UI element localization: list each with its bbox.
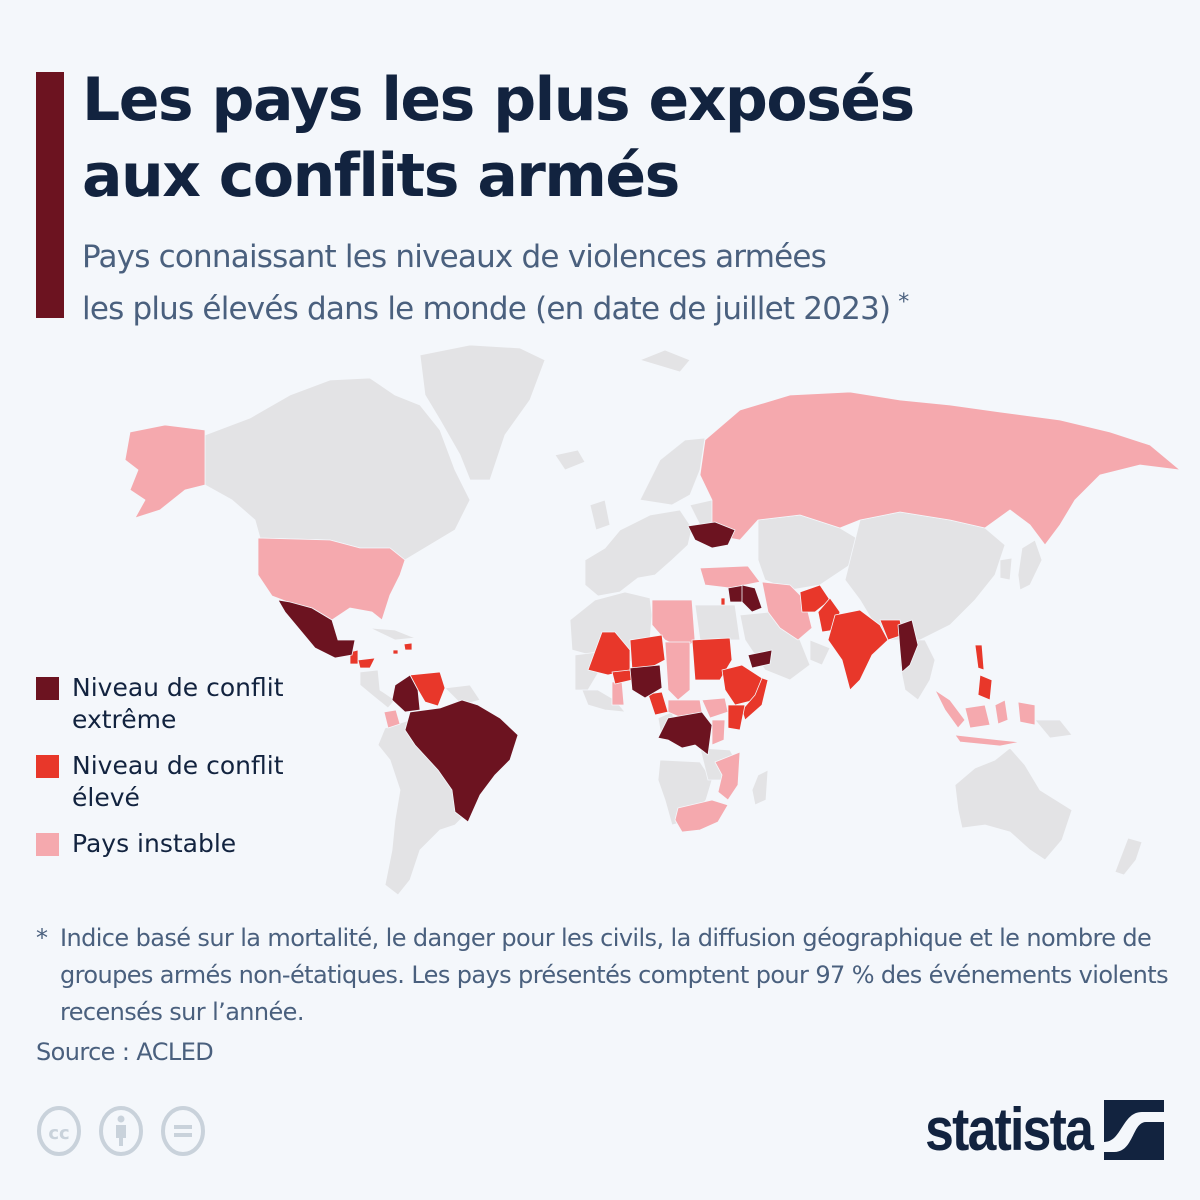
country-south-sudan	[701, 697, 729, 719]
world-map	[0, 330, 1200, 910]
legend-item-extreme: Niveau de conflit extrême	[36, 672, 356, 736]
subtitle: Pays connaissant les niveaux de violence…	[82, 234, 1182, 332]
country-australia	[954, 747, 1073, 861]
legend: Niveau de conflit extrême Niveau de conf…	[36, 672, 356, 874]
country-mexico	[277, 599, 356, 659]
country-colombia	[391, 674, 421, 713]
country-nicaragua-costa-rica-panama	[359, 669, 396, 709]
country-chad	[664, 641, 691, 701]
country-arabia-oman	[809, 639, 831, 666]
source-label: Source : ACLED	[36, 1038, 214, 1066]
accent-bar	[36, 72, 64, 318]
country-burkina-faso	[611, 669, 633, 685]
country-madagascar	[751, 769, 769, 806]
statista-logo[interactable]: statista	[898, 1100, 1164, 1160]
country-usa	[257, 537, 406, 621]
country-cameroon	[647, 691, 669, 716]
legend-label-unstable: Pays instable	[72, 829, 237, 858]
country-canada	[204, 377, 471, 561]
country-dr-congo	[657, 711, 713, 756]
country-europe-west	[584, 509, 693, 597]
title-line-2: aux conflits armés	[82, 141, 680, 211]
legend-item-unstable: Pays instable	[36, 828, 356, 860]
legend-label-high: Niveau de conflit élevé	[72, 751, 284, 812]
country-turkey	[699, 565, 761, 589]
country-lebanon-palestine	[720, 597, 726, 606]
country-ghana	[611, 681, 625, 706]
footnote-star: *	[36, 924, 48, 952]
country-indonesia	[934, 689, 1036, 747]
no-derivatives-icon[interactable]	[160, 1106, 206, 1156]
country-philippines	[974, 644, 993, 701]
country-yemen	[747, 649, 773, 669]
footnote-text: Indice basé sur la mortalité, le danger …	[60, 924, 1169, 1026]
legend-swatch-high	[36, 755, 59, 778]
footnote: * Indice basé sur la mortalité, le dange…	[36, 920, 1176, 1031]
country-iraq	[741, 584, 763, 613]
country-russia	[699, 391, 1181, 546]
country-scandinavia	[639, 437, 706, 506]
country-korea-japan	[999, 539, 1043, 591]
country-honduras	[357, 657, 376, 669]
country-uk	[589, 499, 611, 531]
legend-label-extreme: Niveau de conflit extrême	[72, 673, 284, 734]
svg-text:cc: cc	[48, 1123, 69, 1144]
country-iceland	[554, 449, 586, 471]
country-alaska	[124, 424, 206, 519]
subtitle-line-2: les plus élevés dans le monde (en date d…	[82, 291, 891, 327]
country-india	[827, 609, 889, 691]
statista-mark-icon	[1104, 1100, 1164, 1160]
country-guianas	[444, 684, 481, 706]
country-west-africa-coast	[581, 689, 626, 713]
country-greenland	[419, 344, 546, 481]
legend-swatch-unstable	[36, 833, 59, 856]
country-haiti	[403, 642, 413, 651]
country-south-africa	[674, 799, 729, 833]
country-papua	[1034, 719, 1073, 739]
country-ecuador	[383, 709, 401, 729]
country-mozambique	[714, 751, 741, 801]
title-line-1: Les pays les plus exposés	[82, 65, 915, 135]
country-somalia	[741, 677, 769, 721]
country-egypt	[694, 604, 741, 641]
legend-item-high: Niveau de conflit élevé	[36, 750, 356, 814]
license-icons: cc	[36, 1106, 206, 1156]
attribution-icon[interactable]	[98, 1106, 144, 1156]
country-jamaica	[392, 649, 399, 655]
country-uganda-burundi	[711, 719, 726, 746]
country-kenya	[727, 704, 746, 731]
footnote-marker: *	[898, 290, 909, 315]
country-brazil	[404, 699, 519, 823]
page-title: Les pays les plus exposés aux conflits a…	[82, 62, 1082, 214]
country-nigeria	[629, 664, 663, 699]
country-ukraine	[687, 521, 736, 549]
country-cuba	[369, 627, 416, 641]
country-myanmar	[897, 619, 919, 673]
subtitle-line-1: Pays connaissant les niveaux de violence…	[82, 239, 827, 275]
country-new-zealand	[1114, 837, 1143, 876]
brand-wordmark: statista	[925, 1096, 1094, 1163]
country-iran	[761, 581, 813, 641]
country-afghanistan	[799, 584, 831, 613]
legend-swatch-extreme	[36, 677, 59, 700]
country-niger	[629, 634, 666, 671]
country-east-europe-arctic	[639, 349, 691, 373]
creative-commons-icon[interactable]: cc	[36, 1106, 82, 1156]
